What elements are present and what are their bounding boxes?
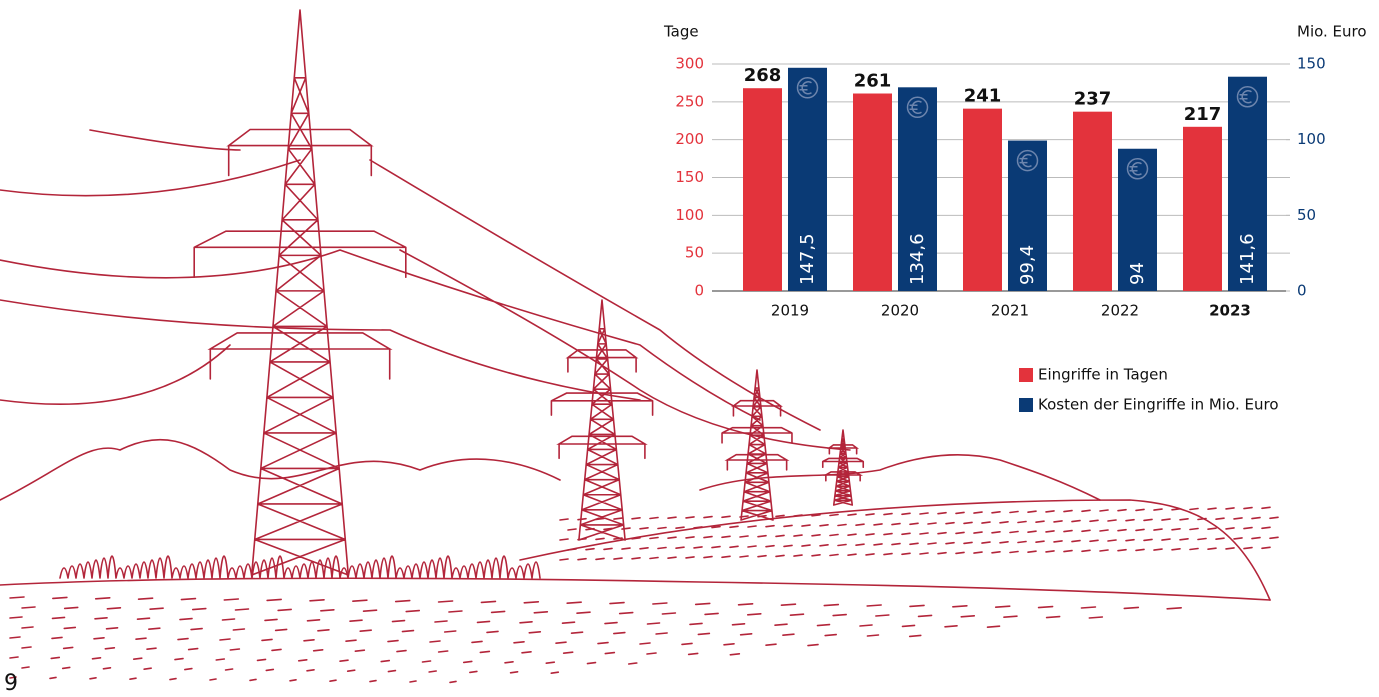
value-label: 261 bbox=[854, 71, 892, 92]
illustration-stroke bbox=[0, 129, 851, 451]
bar bbox=[1073, 111, 1112, 291]
euro-icon bbox=[1016, 149, 1039, 172]
illustration-stroke bbox=[9, 506, 1279, 684]
bar bbox=[1228, 76, 1267, 291]
x-tick-label: 2020 bbox=[881, 302, 919, 320]
value-label: 94 bbox=[1127, 262, 1148, 285]
y-tick-label: 0 bbox=[694, 282, 704, 300]
illustration bbox=[0, 9, 1279, 684]
legend-label: Kosten der Eingriffe in Mio. Euro bbox=[1038, 396, 1279, 414]
x-tick-label: 2021 bbox=[991, 302, 1029, 320]
bar bbox=[788, 67, 827, 292]
legend-label: Eingriffe in Tagen bbox=[1038, 366, 1168, 384]
illustration-stroke bbox=[193, 9, 407, 576]
value-label: 134,6 bbox=[907, 233, 928, 285]
value-label: 217 bbox=[1184, 104, 1222, 125]
y2-tick-label: 150 bbox=[1297, 55, 1326, 73]
illustration-stroke bbox=[0, 438, 561, 501]
plot: 0 50 100 150 200 250 300 0 50 100 150 2019 268 147,5 2… bbox=[675, 55, 1325, 414]
x-tick-label: 2019 bbox=[771, 302, 809, 320]
legend-swatch bbox=[1019, 398, 1033, 412]
bar bbox=[963, 108, 1002, 291]
bar bbox=[743, 88, 782, 291]
y-tick-label: 300 bbox=[675, 55, 704, 73]
y-tick-label: 50 bbox=[685, 244, 704, 262]
euro-icon bbox=[906, 96, 929, 119]
y-tick-label: 100 bbox=[675, 206, 704, 224]
illustration-stroke bbox=[821, 429, 865, 506]
euro-icon bbox=[799, 81, 812, 95]
y2-tick-label: 50 bbox=[1297, 206, 1316, 224]
y2-tick-label: 100 bbox=[1297, 130, 1326, 148]
euro-icon bbox=[1019, 153, 1032, 168]
value-label: 237 bbox=[1074, 89, 1112, 110]
bar bbox=[1008, 140, 1047, 291]
page-number: 9 bbox=[4, 671, 18, 696]
illustration-stroke bbox=[550, 299, 654, 541]
value-label: 99,4 bbox=[1017, 245, 1038, 285]
legend-swatch bbox=[1019, 368, 1033, 382]
illustration-stroke bbox=[519, 499, 1271, 601]
y-tick-label: 150 bbox=[675, 168, 704, 186]
bar bbox=[1183, 126, 1222, 291]
value-label: 147,5 bbox=[797, 233, 818, 285]
bar bbox=[898, 87, 937, 292]
illustration-stroke bbox=[59, 555, 541, 579]
y2-axis-label: Mio. Euro bbox=[1297, 23, 1367, 41]
value-label: 141,6 bbox=[1237, 233, 1258, 285]
x-tick-label: 2022 bbox=[1101, 302, 1139, 320]
illustration-stroke bbox=[699, 454, 1101, 501]
illustration-stroke bbox=[721, 369, 793, 521]
bar bbox=[1118, 148, 1157, 291]
y-tick-label: 250 bbox=[675, 92, 704, 110]
euro-icon bbox=[1239, 89, 1252, 104]
y-tick-label: 200 bbox=[675, 130, 704, 148]
euro-icon bbox=[909, 100, 922, 115]
euro-icon bbox=[796, 77, 819, 99]
y2-tick-label: 0 bbox=[1297, 282, 1307, 300]
value-label: 241 bbox=[964, 86, 1002, 107]
euro-icon bbox=[1236, 85, 1259, 108]
euro-icon bbox=[1129, 162, 1142, 176]
euro-icon bbox=[1126, 157, 1149, 180]
illustration-stroke bbox=[0, 577, 1271, 601]
y-axis-label: Tage bbox=[663, 23, 699, 41]
value-label: 268 bbox=[744, 65, 782, 86]
x-tick-label: 2023 bbox=[1209, 302, 1251, 320]
bar bbox=[853, 93, 892, 291]
